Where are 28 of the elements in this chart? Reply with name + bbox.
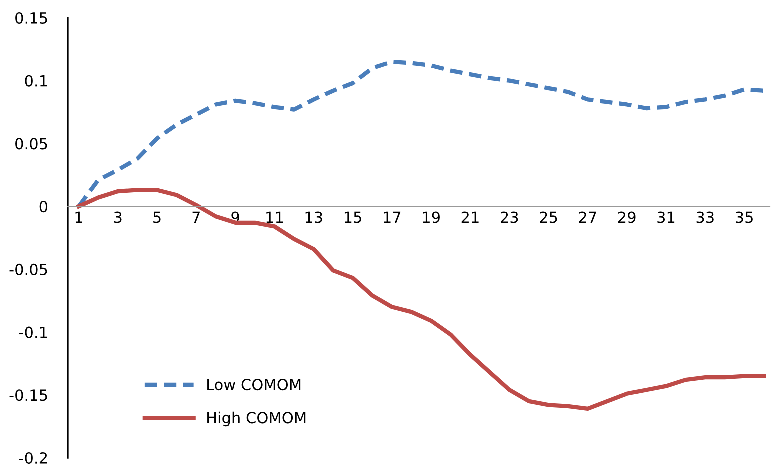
x-tick-label: 33 [696, 212, 714, 224]
y-tick-label: -0.1 [19, 326, 48, 338]
x-tick-label: 7 [192, 212, 200, 224]
x-tick-label: 1 [76, 212, 82, 224]
x-tick-label: 21 [462, 212, 479, 224]
x-tick-label: 15 [344, 212, 362, 224]
x-tick-label: 31 [658, 212, 675, 224]
x-tick-label: 11 [266, 212, 284, 224]
x-tick-label: 23 [501, 212, 518, 224]
y-tick-label: 0.15 [16, 12, 48, 24]
y-tick-label: -0.05 [10, 264, 48, 276]
y-tick-label: 0.05 [16, 138, 48, 150]
x-tick-label: 27 [579, 212, 596, 224]
y-tick-label: 0.1 [25, 75, 48, 87]
x-tick-label: 19 [423, 212, 440, 224]
x-tick-label: 29 [618, 212, 636, 224]
x-tick-label: 35 [736, 212, 753, 224]
line-series [76, 188, 766, 412]
x-tick-label: 17 [384, 212, 401, 224]
legend-label: High COMOM [208, 412, 306, 427]
y-tick-label: 0 [40, 201, 48, 213]
x-tick-label: 5 [154, 212, 161, 224]
x-tick-label: 3 [114, 212, 122, 224]
x-tick-label: 13 [306, 212, 322, 224]
legend-label: Low COMOM [208, 379, 301, 391]
y-tick-label: -0.2 [19, 452, 48, 464]
y-tick-label: -0.15 [10, 390, 48, 402]
x-tick-label: 25 [540, 212, 558, 224]
